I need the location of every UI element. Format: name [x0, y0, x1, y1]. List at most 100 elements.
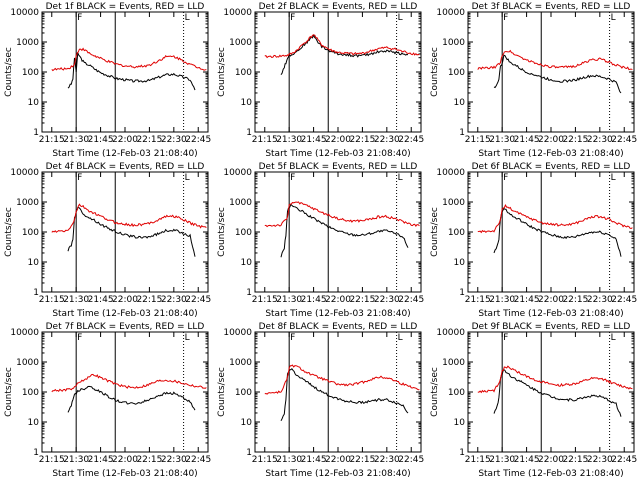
x-tick-label: 22:45: [611, 135, 637, 145]
y-tick-label: 10000: [436, 328, 465, 338]
marker-f: F: [290, 333, 295, 343]
x-tick-label: 22:00: [325, 135, 351, 145]
marker-l: L: [611, 13, 616, 23]
y-tick-label: 100: [235, 68, 252, 78]
x-tick-label: 21:45: [514, 455, 540, 465]
chart-panel: Det 2f BLACK = Events, RED = LLD Counts/s…: [217, 2, 424, 159]
chart-panel: Det 5f BLACK = Events, RED = LLD Counts/s…: [217, 162, 424, 319]
chart-panel: Det 3f BLACK = Events, RED = LLD Counts/s…: [430, 2, 637, 159]
lld-series-line: [477, 365, 633, 394]
y-tick-label: 1: [459, 448, 465, 458]
lld-series-line: [264, 201, 420, 228]
marker-f: F: [77, 13, 82, 23]
y-tick-label: 10000: [10, 8, 39, 18]
lld-series-line: [51, 203, 207, 233]
y-tick-label: 10000: [10, 328, 39, 338]
y-tick-label: 1: [246, 288, 252, 298]
y-axis-label: Counts/sec: [430, 47, 440, 97]
y-axis-label: Counts/sec: [430, 367, 440, 417]
x-tick-label: 21:30: [63, 135, 89, 145]
x-tick-label: 21:30: [489, 295, 515, 305]
events-series-line: [493, 54, 622, 94]
x-tick-label: 21:15: [39, 455, 65, 465]
x-tick-label: 22:30: [374, 455, 400, 465]
chart-title: Det 2f BLACK = Events, RED = LLD: [259, 2, 418, 12]
y-tick-label: 1: [459, 128, 465, 138]
x-tick-label: 22:15: [562, 295, 588, 305]
y-tick-label: 10: [28, 258, 40, 268]
x-axis-label: Start Time (12-Feb-03 21:08:40): [265, 149, 410, 159]
y-tick-label: 100: [448, 68, 465, 78]
y-tick-label: 10000: [10, 168, 39, 178]
y-tick-label: 100: [235, 388, 252, 398]
x-tick-label: 22:45: [185, 455, 211, 465]
lld-series-line: [264, 364, 420, 395]
x-tick-label: 21:30: [276, 135, 302, 145]
x-tick-label: 22:00: [325, 455, 351, 465]
x-tick-label: 21:15: [39, 295, 65, 305]
chart-title: Det 5f BLACK = Events, RED = LLD: [259, 162, 418, 172]
x-tick-label: 22:15: [136, 135, 162, 145]
chart-panel: Det 1f BLACK = Events, RED = LLD Counts/s…: [4, 2, 211, 159]
chart-panel: Det 8f BLACK = Events, RED = LLD Counts/s…: [217, 322, 424, 479]
x-tick-label: 22:00: [112, 455, 138, 465]
y-tick-label: 10000: [436, 8, 465, 18]
x-tick-label: 22:30: [374, 295, 400, 305]
x-tick-label: 22:30: [587, 135, 613, 145]
y-tick-label: 100: [448, 228, 465, 238]
y-tick-label: 1000: [16, 38, 39, 48]
x-tick-label: 21:30: [63, 455, 89, 465]
chart-title: Det 6f BLACK = Events, RED = LLD: [472, 162, 631, 172]
x-tick-label: 22:00: [112, 295, 138, 305]
x-tick-label: 22:45: [611, 295, 637, 305]
y-tick-label: 1: [246, 448, 252, 458]
y-tick-label: 1000: [442, 358, 465, 368]
chart-panel: Det 9f BLACK = Events, RED = LLD Counts/s…: [430, 322, 637, 479]
x-tick-label: 21:45: [301, 295, 327, 305]
lld-series-line: [51, 373, 207, 393]
y-tick-label: 10000: [223, 8, 252, 18]
marker-f: F: [503, 13, 508, 23]
x-tick-label: 22:30: [161, 135, 187, 145]
marker-f: F: [503, 333, 508, 343]
x-tick-label: 22:00: [538, 455, 564, 465]
x-tick-label: 21:15: [465, 135, 491, 145]
x-tick-label: 22:00: [538, 135, 564, 145]
x-tick-label: 22:00: [112, 135, 138, 145]
y-tick-label: 10: [28, 98, 40, 108]
x-tick-label: 21:45: [301, 455, 327, 465]
x-tick-label: 21:45: [88, 295, 114, 305]
x-tick-label: 22:15: [349, 455, 375, 465]
lld-series-line: [477, 204, 633, 234]
events-series-line: [67, 385, 196, 413]
x-axis-label: Start Time (12-Feb-03 21:08:40): [478, 469, 623, 479]
y-tick-label: 10000: [436, 168, 465, 178]
events-series-line: [67, 52, 196, 91]
y-axis-label: Counts/sec: [4, 47, 14, 97]
x-tick-label: 21:30: [489, 135, 515, 145]
x-tick-label: 22:30: [587, 455, 613, 465]
chart-title: Det 3f BLACK = Events, RED = LLD: [472, 2, 631, 12]
events-series-line: [67, 206, 196, 257]
y-tick-label: 10: [454, 418, 466, 428]
marker-f: F: [503, 173, 508, 183]
events-series-line: [280, 203, 409, 258]
y-tick-label: 1000: [16, 358, 39, 368]
x-tick-label: 22:30: [161, 295, 187, 305]
y-tick-label: 10: [454, 258, 466, 268]
y-axis-label: Counts/sec: [217, 207, 227, 257]
x-tick-label: 21:30: [489, 455, 515, 465]
marker-f: F: [77, 333, 82, 343]
x-tick-label: 22:30: [161, 455, 187, 465]
y-tick-label: 1: [246, 128, 252, 138]
marker-l: L: [398, 13, 403, 23]
x-tick-label: 21:15: [465, 295, 491, 305]
chart-title: Det 9f BLACK = Events, RED = LLD: [472, 322, 631, 332]
x-tick-label: 21:30: [276, 295, 302, 305]
x-tick-label: 21:45: [301, 135, 327, 145]
events-series-line: [280, 33, 409, 75]
x-tick-label: 22:15: [136, 295, 162, 305]
y-tick-label: 1: [33, 448, 39, 458]
x-tick-label: 22:15: [136, 455, 162, 465]
marker-l: L: [398, 333, 403, 343]
